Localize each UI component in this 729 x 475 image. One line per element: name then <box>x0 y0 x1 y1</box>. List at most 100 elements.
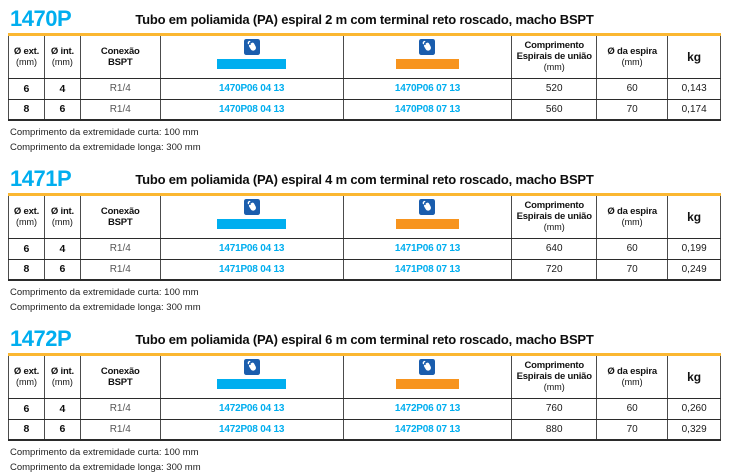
footnote-short: Comprimento da extremidade curta: 100 mm <box>10 127 199 138</box>
col-header-inner-diameter: Ø int. (mm) <box>43 356 81 399</box>
col-label: Espirais de união <box>516 371 592 383</box>
footnotes: Comprimento da extremidade curta: 100 mm… <box>8 285 721 315</box>
outer-diameter-value: 8 <box>8 419 45 441</box>
col-header-weight: kg <box>667 36 721 79</box>
union-length-value: 560 <box>511 99 598 121</box>
table-row: 8 6 R1/4 1472P08 04 13 1472P08 07 13 880… <box>8 419 721 441</box>
union-length-value: 720 <box>511 259 598 281</box>
col-label: Ø int. <box>50 45 74 57</box>
inner-diameter-value: 4 <box>43 78 81 100</box>
short-version-color-bar <box>217 379 287 389</box>
catalog-ref-long: 1472P08 07 13 <box>342 419 513 441</box>
outer-diameter-value: 6 <box>8 78 45 100</box>
weight-value: 0,260 <box>667 398 721 420</box>
table-row: 6 4 R1/4 1472P06 04 13 1472P06 07 13 760… <box>8 398 721 420</box>
product-code: 1470P <box>10 6 72 31</box>
col-header-connection: Conexão BSPT <box>79 196 161 239</box>
weight-value: 0,174 <box>667 99 721 121</box>
table-row: 8 6 R1/4 1471P08 04 13 1471P08 07 13 720… <box>8 259 721 281</box>
product-title: Tubo em poliamida (PA) espiral 2 m com t… <box>135 12 594 27</box>
col-label: Conexão <box>100 365 140 377</box>
hand-screw-icon <box>344 356 511 377</box>
col-header-weight: kg <box>667 356 721 399</box>
footnote-long: Comprimento da extremidade longa: 300 mm <box>10 302 201 313</box>
table-row: 8 6 R1/4 1470P08 04 13 1470P08 07 13 560… <box>8 99 721 121</box>
product-section: 1470P Tubo em poliamida (PA) espiral 2 m… <box>8 6 721 155</box>
col-label: Espirais de união <box>516 51 592 63</box>
col-header-connection: Conexão BSPT <box>79 36 161 79</box>
weight-value: 0,143 <box>667 78 721 100</box>
section-header: 1470P Tubo em poliamida (PA) espiral 2 m… <box>8 6 721 32</box>
connection-value: R1/4 <box>79 99 161 121</box>
table-row: 6 4 R1/4 1470P06 04 13 1470P06 07 13 520… <box>8 78 721 100</box>
hand-screw-icon <box>161 196 342 217</box>
connection-value: R1/4 <box>79 419 161 441</box>
product-title: Tubo em poliamida (PA) espiral 6 m com t… <box>135 332 594 347</box>
col-header-coil-diameter: Ø da espira (mm) <box>596 356 669 399</box>
connection-value: R1/4 <box>79 259 161 281</box>
col-label: Ø ext. <box>13 45 40 57</box>
inner-diameter-value: 6 <box>43 259 81 281</box>
col-header-weight: kg <box>667 196 721 239</box>
catalog-ref-short: 1472P06 04 13 <box>159 398 344 420</box>
col-unit: (mm) <box>15 56 37 67</box>
hand-screw-icon <box>161 36 342 57</box>
col-header-long-version <box>342 36 513 79</box>
col-unit: (mm) <box>15 216 37 227</box>
spec-table: Ø ext. (mm) Ø int. (mm) Conexão BSPT <box>8 196 721 281</box>
coil-diameter-value: 60 <box>596 398 669 420</box>
connection-value: R1/4 <box>79 398 161 420</box>
union-length-value: 880 <box>511 419 598 441</box>
coil-diameter-value: 60 <box>596 238 669 260</box>
col-header-short-version <box>159 36 344 79</box>
col-label: BSPT <box>108 216 133 228</box>
col-label: Conexão <box>100 205 140 217</box>
weight-value: 0,199 <box>667 238 721 260</box>
col-header-short-version <box>159 356 344 399</box>
short-version-color-bar <box>217 219 287 229</box>
coil-diameter-value: 70 <box>596 99 669 121</box>
col-header-union-length: Comprimento Espirais de união (mm) <box>511 36 598 79</box>
weight-value: 0,329 <box>667 419 721 441</box>
inner-diameter-value: 4 <box>43 238 81 260</box>
outer-diameter-value: 8 <box>8 259 45 281</box>
col-unit: (mm) <box>15 376 37 387</box>
catalog-ref-long: 1470P08 07 13 <box>342 99 513 121</box>
footnote-long: Comprimento da extremidade longa: 300 mm <box>10 142 201 153</box>
col-label: Ø int. <box>50 365 74 377</box>
inner-diameter-value: 6 <box>43 419 81 441</box>
col-header-outer-diameter: Ø ext. (mm) <box>8 356 45 399</box>
coil-diameter-value: 70 <box>596 259 669 281</box>
col-label: BSPT <box>108 376 133 388</box>
catalog-ref-long: 1471P06 07 13 <box>342 238 513 260</box>
col-unit: (mm) <box>51 216 73 227</box>
product-section: 1472P Tubo em poliamida (PA) espiral 6 m… <box>8 326 721 475</box>
col-header-outer-diameter: Ø ext. (mm) <box>8 36 45 79</box>
col-label: Espirais de união <box>516 211 592 223</box>
catalog-ref-long: 1471P08 07 13 <box>342 259 513 281</box>
connection-value: R1/4 <box>79 238 161 260</box>
product-section: 1471P Tubo em poliamida (PA) espiral 4 m… <box>8 166 721 315</box>
header-row: Ø ext. (mm) Ø int. (mm) Conexão BSPT <box>8 356 721 399</box>
spec-table: Ø ext. (mm) Ø int. (mm) Conexão BSPT <box>8 36 721 121</box>
col-label: Ø int. <box>50 205 74 217</box>
hand-screw-icon <box>344 196 511 217</box>
outer-diameter-value: 8 <box>8 99 45 121</box>
outer-diameter-value: 6 <box>8 238 45 260</box>
catalog-ref-short: 1471P06 04 13 <box>159 238 344 260</box>
outer-diameter-value: 6 <box>8 398 45 420</box>
union-length-value: 640 <box>511 238 598 260</box>
long-version-color-bar <box>395 59 460 69</box>
col-unit: (mm) <box>621 56 643 67</box>
coil-diameter-value: 60 <box>596 78 669 100</box>
catalog-ref-short: 1472P08 04 13 <box>159 419 344 441</box>
footnotes: Comprimento da extremidade curta: 100 mm… <box>8 125 721 155</box>
footnotes: Comprimento da extremidade curta: 100 mm… <box>8 445 721 475</box>
col-header-outer-diameter: Ø ext. (mm) <box>8 196 45 239</box>
col-label: Conexão <box>100 45 140 57</box>
col-header-inner-diameter: Ø int. (mm) <box>43 196 81 239</box>
col-header-coil-diameter: Ø da espira (mm) <box>596 196 669 239</box>
col-header-coil-diameter: Ø da espira (mm) <box>596 36 669 79</box>
col-header-union-length: Comprimento Espirais de união (mm) <box>511 196 598 239</box>
